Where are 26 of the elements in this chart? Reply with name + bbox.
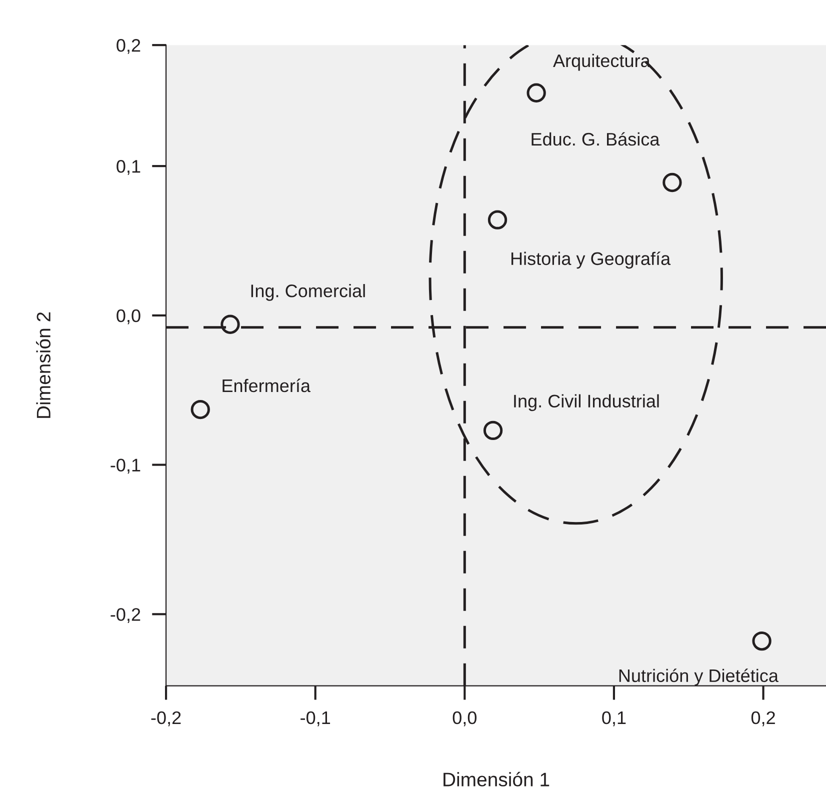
annotation: Ing. Civil Industrial — [514, 394, 659, 412]
point — [526, 83, 546, 102]
point — [662, 172, 682, 192]
x-axis-title: Dimensión 1 — [444, 772, 550, 786]
point — [488, 210, 508, 230]
x-tick-label: 0,0 — [452, 711, 476, 726]
annotation: Historia y Geografía — [511, 252, 671, 269]
annotation: Nutrición y Dietética — [619, 668, 778, 686]
y-tick-label: 0,1 — [116, 160, 140, 175]
annotation: Ing. Comercial — [251, 284, 365, 301]
x-tick-label: -0,2 — [151, 711, 181, 726]
y-tick-label: 0,0 — [116, 309, 140, 324]
annotation: Educ. G. Básica — [532, 132, 660, 146]
x-tick-label: -0,1 — [300, 711, 330, 726]
y-tick-label: 0,2 — [116, 39, 140, 54]
x-tick-label: 0,2 — [751, 711, 775, 726]
annotation: Enfermería — [222, 378, 311, 392]
point — [483, 420, 503, 440]
y-axis-title: Dimensión 2 — [36, 312, 51, 418]
point — [190, 400, 210, 420]
annotation: Arquitectura — [553, 54, 650, 71]
x-tick-label: 0,1 — [602, 711, 626, 726]
y-tick-label: -0,1 — [110, 458, 140, 474]
point — [752, 631, 772, 651]
y-tick-label: -0,2 — [110, 608, 140, 624]
point — [220, 314, 240, 334]
